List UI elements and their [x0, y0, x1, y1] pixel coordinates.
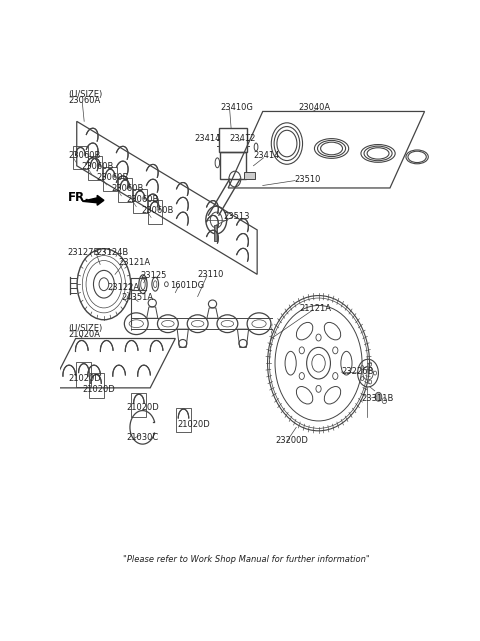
Bar: [220, 152, 246, 179]
Text: 21020D: 21020D: [126, 403, 159, 412]
Text: 21030C: 21030C: [126, 433, 158, 442]
Bar: [118, 178, 132, 202]
Text: (U/SIZE): (U/SIZE): [68, 324, 102, 333]
Text: 23121A: 23121A: [119, 258, 151, 267]
Text: 23060B: 23060B: [126, 195, 158, 204]
Text: 21020A: 21020A: [68, 329, 100, 338]
Bar: [132, 393, 146, 417]
Text: 23410G: 23410G: [220, 103, 253, 112]
Bar: [244, 172, 255, 179]
Text: 23226B: 23226B: [341, 367, 373, 376]
Text: 23124B: 23124B: [96, 248, 129, 257]
Text: 23513: 23513: [224, 212, 250, 221]
Text: 23060B: 23060B: [141, 206, 173, 215]
Bar: [214, 225, 216, 241]
Bar: [103, 167, 117, 191]
Text: 23311B: 23311B: [361, 394, 394, 403]
Text: 23040A: 23040A: [298, 103, 330, 112]
Bar: [176, 408, 191, 432]
Text: 23060A: 23060A: [68, 96, 100, 104]
Text: 23110: 23110: [197, 270, 223, 279]
Text: 23060B: 23060B: [96, 173, 129, 182]
Bar: [73, 146, 87, 169]
Text: 21121A: 21121A: [300, 304, 332, 313]
Bar: [219, 128, 247, 152]
Bar: [76, 362, 91, 387]
Text: 23510: 23510: [294, 175, 321, 184]
Text: 1601DG: 1601DG: [170, 281, 204, 290]
Text: 23060B: 23060B: [68, 151, 100, 160]
Bar: [148, 200, 162, 224]
Text: 23060B: 23060B: [82, 162, 114, 171]
Bar: [88, 156, 102, 180]
Text: 23125: 23125: [140, 271, 167, 280]
Text: FR.: FR.: [68, 192, 90, 204]
Text: (U/SIZE): (U/SIZE): [68, 90, 102, 99]
Bar: [89, 373, 104, 397]
Text: 23060B: 23060B: [111, 184, 144, 193]
Text: 24351A: 24351A: [121, 292, 154, 301]
Text: 21020D: 21020D: [83, 385, 115, 394]
Text: 23127B: 23127B: [67, 248, 100, 257]
Text: 23414: 23414: [253, 151, 280, 160]
Text: 23200D: 23200D: [276, 436, 309, 445]
Text: 23414: 23414: [194, 134, 220, 143]
Text: 21020D: 21020D: [178, 420, 210, 429]
Text: 21020D: 21020D: [68, 374, 101, 383]
Bar: [133, 189, 147, 213]
Text: "Please refer to Work Shop Manual for further information": "Please refer to Work Shop Manual for fu…: [122, 555, 370, 564]
Text: 23412: 23412: [229, 134, 256, 143]
Polygon shape: [83, 196, 104, 205]
Circle shape: [375, 392, 382, 401]
Text: 23122A: 23122A: [108, 283, 140, 292]
